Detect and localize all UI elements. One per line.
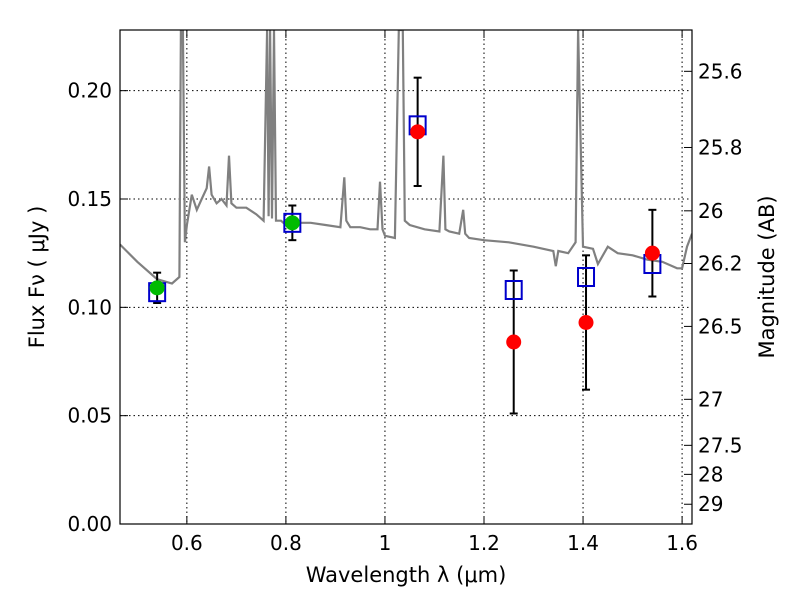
photometry-points bbox=[148, 76, 662, 415]
y2-tick-label: 27.5 bbox=[698, 433, 743, 457]
y2-tick-label: 28 bbox=[698, 462, 723, 486]
model-spectrum bbox=[120, 30, 692, 285]
y2-tick-label: 27 bbox=[698, 387, 723, 411]
y2-tick-label: 25.8 bbox=[698, 135, 743, 159]
y2-tick-label: 25.6 bbox=[698, 59, 743, 83]
y-tick-label: 0.00 bbox=[67, 512, 112, 536]
x-tick-label: 1.2 bbox=[468, 531, 500, 555]
y-tick-label: 0.05 bbox=[67, 404, 112, 428]
x-tick-label: 0.8 bbox=[270, 531, 302, 555]
observed-flux-point bbox=[149, 280, 165, 296]
y-tick-label: 0.10 bbox=[67, 295, 112, 319]
observed-flux-point bbox=[506, 334, 522, 350]
x-tick-label: 1.6 bbox=[666, 531, 698, 555]
x-tick-label: 1 bbox=[379, 531, 392, 555]
x-tick-label: 0.6 bbox=[171, 531, 203, 555]
observed-flux-point bbox=[578, 315, 594, 330]
observed-flux-point bbox=[410, 124, 426, 140]
x-tick-label: 1.4 bbox=[567, 531, 599, 555]
y2-tick-label: 26.5 bbox=[698, 314, 743, 338]
y2-tick-label: 26.2 bbox=[698, 252, 743, 276]
spectrum-line bbox=[120, 30, 692, 285]
y2-tick-label: 26 bbox=[698, 199, 723, 223]
observed-flux-point bbox=[644, 245, 660, 261]
y-axis-label: Flux Fν ( μJy ) bbox=[25, 206, 49, 349]
model-square-point bbox=[577, 267, 596, 287]
x-axis-label: Wavelength λ (μm) bbox=[306, 563, 507, 587]
plot-frame bbox=[119, 29, 693, 525]
y-tick-label: 0.20 bbox=[67, 79, 112, 103]
axis-ticks: 0.6 0.8 1 1.2 1.4 1.6 0.00 0.05 0.10 0.15 0.20 25.6… bbox=[67, 30, 743, 555]
y2-axis-label: Magnitude (AB) bbox=[755, 195, 779, 358]
grid bbox=[120, 30, 692, 524]
observed-flux-point bbox=[284, 215, 300, 231]
y2-tick-label: 29 bbox=[698, 492, 723, 516]
model-square-point bbox=[504, 280, 523, 300]
model-square-point bbox=[283, 212, 302, 233]
y-tick-label: 0.15 bbox=[67, 187, 112, 211]
